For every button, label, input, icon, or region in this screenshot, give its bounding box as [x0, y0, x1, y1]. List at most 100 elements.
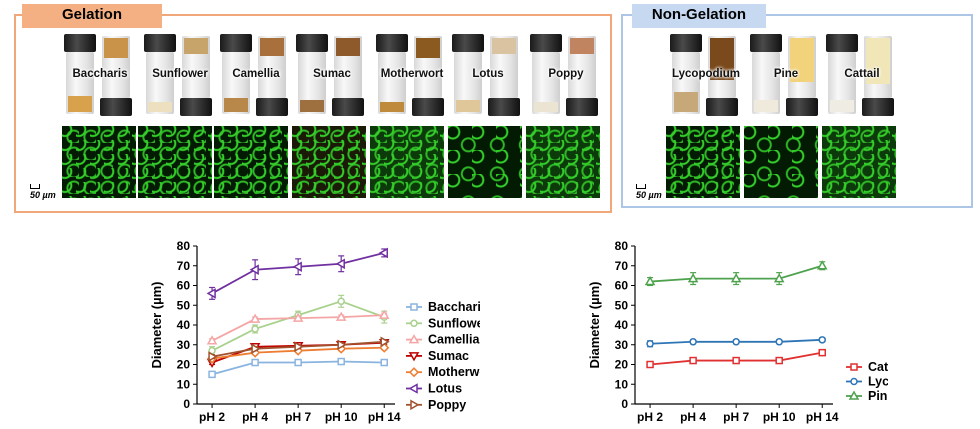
data-point-pine: [644, 276, 656, 286]
data-point-poppy: [251, 343, 261, 354]
data-point-camellia: [292, 312, 304, 322]
gelation-diameter-chart: 0 10 20 30 40 50 60 70 80 pH 2 pH 4 pH 7 pH 10 pH 14 D…: [150, 239, 480, 424]
vial-photo-baccharis: Baccharis: [64, 34, 136, 116]
sample-label: Camellia: [232, 68, 280, 80]
y-tick-label: 60: [615, 279, 629, 293]
data-point-camellia: [335, 311, 347, 321]
data-point-lycopodium: [646, 340, 654, 348]
data-point-pine: [773, 273, 785, 283]
sample-label: Sunflower: [152, 68, 208, 80]
data-point-cattail: [689, 356, 697, 365]
x-tick-label: pH 14: [368, 410, 401, 424]
x-tick-label: pH 4: [242, 410, 268, 424]
data-point-poppy: [294, 341, 304, 353]
legend-label-lycopodium: Lycopodium: [868, 375, 888, 389]
y-tick-label: 20: [177, 358, 191, 372]
legend-marker-lotus: [408, 383, 418, 394]
data-point-poppy: [380, 336, 390, 348]
scale-bar-label: 50 µm: [30, 190, 56, 200]
legend-label-camellia: Camellia: [428, 333, 480, 347]
legend-marker-poppy: [410, 399, 420, 411]
x-tick-label: pH 2: [199, 410, 225, 424]
sample-label: Lycopodium: [672, 68, 740, 80]
legend-label-cattail: Cattail: [868, 360, 888, 374]
legend-marker-sunflower: [410, 319, 418, 328]
legend-marker-pine: [848, 390, 860, 400]
legend-label-motherwort: Motherwort: [428, 365, 480, 379]
data-point-pine: [730, 273, 742, 283]
y-tick-label: 10: [615, 377, 629, 391]
x-tick-label: pH 10: [763, 410, 796, 424]
microscopy-sunflower: [138, 126, 212, 198]
legend-marker-baccharis: [410, 303, 418, 311]
sample-label: Baccharis: [72, 68, 128, 80]
data-point-lotus: [249, 264, 259, 275]
legend-label-pine: Pine: [868, 389, 888, 403]
data-point-pine: [687, 273, 699, 283]
nongelation-diameter-chart: 0 10 20 30 40 50 60 70 80 pH 2 pH 4 pH 7 pH 10 pH 14 D…: [588, 239, 888, 424]
y-tick-label: 80: [177, 239, 191, 253]
vial-photo-camellia: Camellia: [220, 34, 292, 116]
y-tick-label: 50: [177, 298, 191, 312]
microscopy-lotus: [448, 126, 522, 198]
data-point-lotus: [335, 258, 345, 270]
vial-photo-lotus: Lotus: [452, 34, 524, 116]
x-tick-label: pH 7: [723, 410, 749, 424]
y-tick-label: 20: [615, 358, 629, 372]
x-tick-label: pH 4: [680, 410, 706, 424]
data-point-lotus: [292, 261, 302, 273]
gelation-title: Gelation: [22, 4, 162, 28]
y-tick-label: 10: [177, 377, 191, 391]
data-point-poppy: [208, 351, 218, 362]
vial-photo-poppy: Poppy: [530, 34, 602, 116]
microscopy-pine: [744, 126, 818, 198]
x-tick-label: pH 7: [285, 410, 311, 424]
data-point-sunflower: [251, 325, 259, 333]
legend-marker-camellia: [408, 334, 420, 344]
scale-bar-label: 50 µm: [636, 190, 662, 200]
legend-label-baccharis: Baccharis: [428, 300, 480, 314]
microscopy-sumac: [292, 126, 366, 198]
legend-label-poppy: Poppy: [428, 398, 466, 412]
x-tick-label: pH 14: [806, 410, 839, 424]
vial-photo-sunflower: Sunflower: [144, 34, 216, 116]
sample-label: Cattail: [844, 68, 880, 80]
nongelation-panel: [621, 14, 973, 208]
data-point-cattail: [775, 356, 783, 365]
data-point-lotus: [206, 288, 216, 299]
y-axis-label: Diameter (µm): [588, 282, 602, 369]
sample-label: Pine: [773, 68, 799, 80]
data-point-poppy: [337, 339, 347, 351]
sample-label: Poppy: [548, 68, 584, 80]
data-point-camellia: [206, 335, 218, 345]
data-point-lotus: [378, 247, 388, 259]
data-point-sunflower: [337, 297, 345, 306]
sample-label: Sumac: [313, 68, 351, 80]
vial-photo-motherwort: Motherwort: [376, 34, 448, 116]
x-tick-label: pH 10: [325, 410, 358, 424]
scale-bar-nongelation: 50 µm: [636, 184, 662, 200]
y-tick-label: 30: [177, 338, 191, 352]
legend-marker-motherwort: [408, 367, 420, 378]
legend-label-lotus: Lotus: [428, 382, 462, 396]
y-tick-label: 40: [615, 318, 629, 332]
legend-marker-cattail: [850, 363, 858, 371]
scale-bar-gelation: 50 µm: [30, 184, 56, 200]
data-point-baccharis: [251, 358, 259, 367]
x-tick-label: pH 2: [637, 410, 663, 424]
data-point-baccharis: [208, 370, 216, 379]
y-tick-label: 0: [621, 397, 628, 411]
microscopy-poppy: [526, 126, 600, 198]
y-tick-label: 60: [177, 279, 191, 293]
y-tick-label: 50: [615, 298, 629, 312]
y-axis-label: Diameter (µm): [150, 282, 164, 369]
vial-photo-pine: Pine: [750, 34, 822, 116]
nongelation-title: Non-Gelation: [632, 4, 766, 28]
data-point-lycopodium: [732, 338, 740, 346]
data-point-camellia: [378, 309, 390, 319]
y-tick-label: 80: [615, 239, 629, 253]
y-tick-label: 0: [183, 397, 190, 411]
y-tick-label: 70: [615, 259, 629, 273]
legend-label-sunflower: Sunflower: [428, 316, 480, 330]
data-point-lycopodium: [689, 338, 697, 346]
